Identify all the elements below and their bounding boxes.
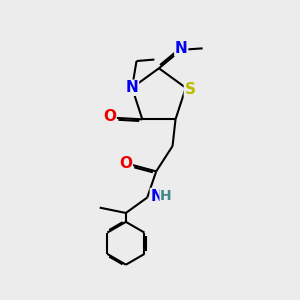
Text: N: N: [150, 188, 163, 203]
Text: N: N: [126, 80, 138, 95]
Text: S: S: [184, 82, 195, 97]
Text: O: O: [103, 109, 116, 124]
Text: N: N: [175, 41, 188, 56]
Text: H: H: [160, 189, 172, 203]
Text: O: O: [119, 156, 132, 171]
